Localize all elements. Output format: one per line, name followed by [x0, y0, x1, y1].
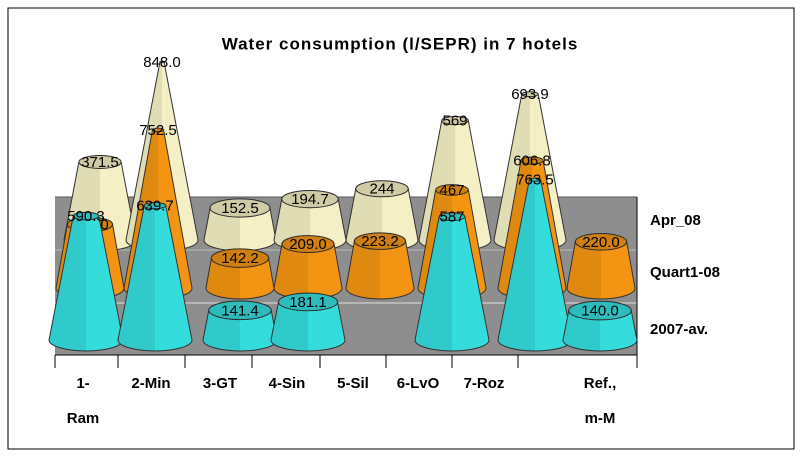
cone-top	[521, 91, 539, 98]
value-label: 467	[439, 182, 464, 199]
value-label: 752.5	[139, 122, 177, 139]
value-label: 587	[439, 209, 464, 226]
value-label: 220.0	[582, 234, 620, 251]
series-label: Apr_08	[650, 212, 701, 229]
x-tick-label: 3-GT	[203, 375, 237, 392]
chart-title: Water consumption (l/SEPR) in 7 hotels	[222, 34, 579, 53]
cone-shade	[271, 301, 308, 351]
value-label: 152.5	[221, 200, 259, 217]
cone	[562, 310, 638, 352]
cone-top	[435, 184, 469, 196]
value-label: 141.4	[221, 302, 259, 319]
value-label: 693.9	[511, 86, 549, 103]
cone-shade	[563, 310, 600, 351]
cone-top	[355, 180, 409, 198]
cone-shade	[49, 216, 86, 351]
cone-top	[568, 300, 632, 321]
cone-shade	[203, 310, 240, 351]
cone-top	[151, 127, 165, 133]
cone	[270, 301, 346, 352]
cone-top	[281, 189, 339, 209]
value-label: 371.5	[81, 154, 119, 171]
cone-shade	[415, 216, 452, 351]
value-label: 194.7	[291, 191, 329, 208]
series-label: Quart1-08	[650, 264, 720, 281]
value-label: 590.3	[67, 208, 105, 225]
cone	[345, 240, 415, 300]
value-label: 639.7	[136, 198, 174, 215]
series-label: 2007-av.	[650, 321, 708, 338]
cone-top	[72, 211, 100, 221]
value-label: 848.0	[143, 54, 181, 71]
cone-top	[78, 155, 122, 169]
value-label: 244	[369, 181, 394, 198]
x-tick-label: 6-LvO	[397, 375, 440, 392]
cone	[414, 216, 490, 352]
x-tick-label: Ref., m-M	[584, 375, 617, 427]
cone-top	[438, 212, 466, 222]
cone-top	[353, 232, 407, 250]
x-tick-label: 2-Min	[131, 375, 170, 392]
value-label: 142.2	[221, 250, 259, 267]
cone	[566, 241, 636, 300]
cone-shade	[118, 205, 155, 351]
value-label: 763.5	[516, 172, 554, 189]
value-label: 140.0	[581, 303, 619, 320]
cone	[117, 205, 193, 352]
value-label: 606.8	[513, 153, 551, 170]
cone-top	[520, 156, 544, 165]
cone-top	[143, 201, 167, 210]
cone-top	[208, 300, 272, 321]
value-label: 223.2	[361, 233, 399, 250]
x-tick-label: 5-Sil	[337, 375, 369, 392]
x-tick-label: 1-Ram	[67, 375, 100, 427]
cone-top	[159, 60, 165, 64]
cone-shade	[206, 258, 240, 299]
cone-shade	[346, 241, 380, 299]
value-label: 181.1	[289, 294, 327, 311]
value-label: 209.0	[289, 236, 327, 253]
cone-shade	[567, 241, 601, 299]
x-tick-label: 4-Sin	[269, 375, 306, 392]
cone-top	[209, 198, 271, 218]
cone-top	[210, 248, 270, 268]
cone-shade	[204, 207, 240, 251]
cone-top	[441, 115, 469, 126]
x-tick-label: 7-Roz	[464, 375, 505, 392]
cone-top	[528, 177, 542, 182]
value-label: 569	[442, 112, 467, 129]
cone-top	[281, 235, 335, 254]
cone-top	[277, 292, 339, 312]
cone-shade	[274, 244, 308, 299]
cone-shade	[498, 179, 535, 351]
cone-top	[574, 232, 628, 251]
